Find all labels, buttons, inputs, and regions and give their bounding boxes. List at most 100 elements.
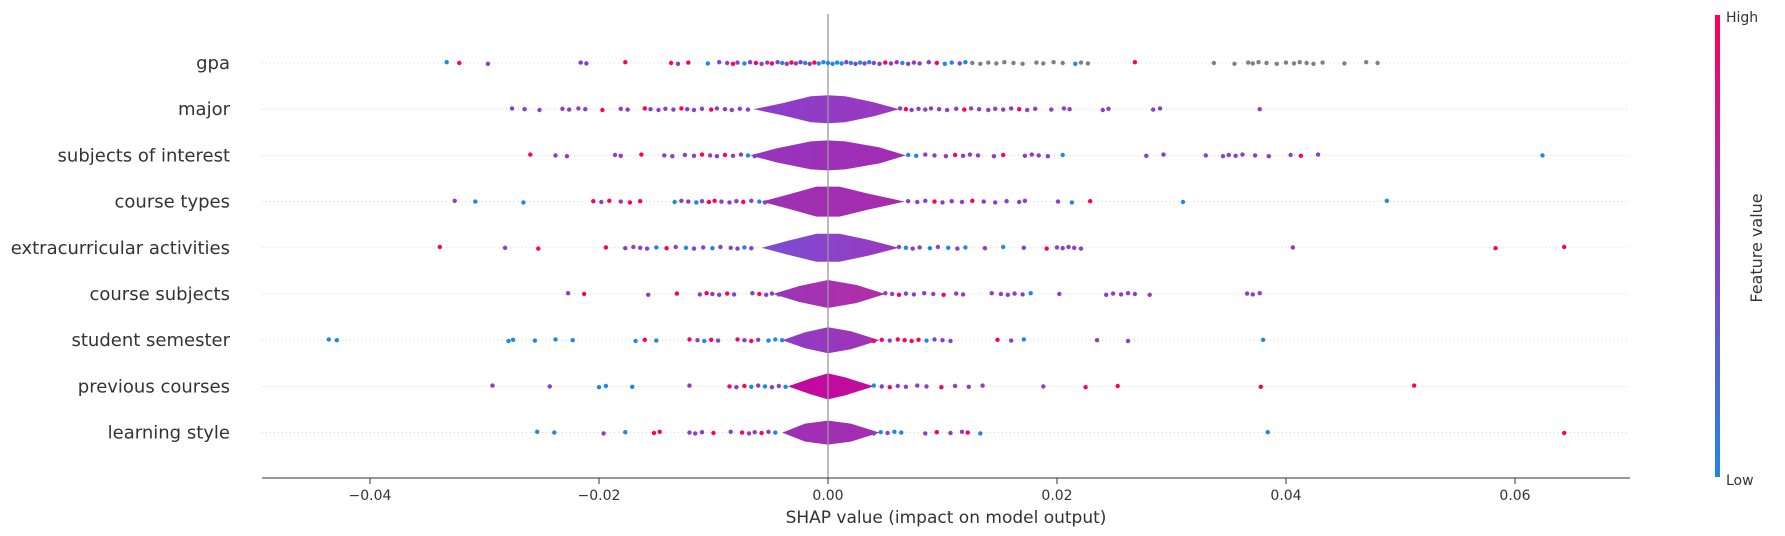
point-gpa	[1078, 60, 1084, 65]
point-subjects-of-interest	[960, 153, 966, 158]
point-gpa	[957, 61, 962, 66]
feature-label-gpa: gpa	[196, 53, 230, 74]
point-previous-courses	[879, 384, 884, 389]
point-course-subjects	[1005, 292, 1010, 297]
point-learning-style	[601, 431, 606, 436]
point-major	[576, 106, 581, 111]
point-student-semester	[642, 337, 647, 342]
point-learning-style	[923, 431, 928, 436]
point-subjects-of-interest	[1203, 153, 1209, 158]
point-gpa	[812, 60, 817, 65]
point-gpa	[584, 61, 589, 66]
point-major	[671, 107, 676, 112]
point-gpa	[1364, 60, 1369, 65]
point-course-types	[915, 199, 920, 205]
point-gpa	[1073, 61, 1078, 66]
point-course-types	[1022, 198, 1028, 203]
point-extracurricular-activities	[1493, 246, 1498, 251]
point-gpa	[578, 60, 583, 65]
point-course-subjects	[989, 291, 994, 296]
point-extracurricular-activities	[664, 246, 669, 251]
point-previous-courses	[490, 383, 495, 388]
point-subjects-of-interest	[528, 152, 533, 157]
point-subjects-of-interest	[1252, 153, 1258, 158]
point-previous-courses	[742, 383, 747, 389]
point-subjects-of-interest	[691, 153, 697, 158]
point-course-types	[993, 200, 998, 205]
point-gpa	[825, 60, 831, 66]
point-subjects-of-interest	[914, 153, 919, 158]
point-gpa	[1132, 60, 1138, 65]
point-student-semester	[1009, 338, 1014, 343]
point-course-types	[719, 199, 724, 204]
point-subjects-of-interest	[1036, 153, 1041, 158]
point-course-subjects	[731, 292, 737, 297]
point-extracurricular-activities	[437, 244, 442, 250]
violin-student-semester	[782, 327, 880, 354]
point-course-types	[959, 199, 965, 205]
point-subjects-of-interest	[1029, 152, 1035, 157]
point-gpa	[1041, 61, 1046, 66]
point-learning-style	[899, 430, 904, 435]
point-gpa	[1291, 61, 1297, 66]
point-major	[648, 107, 653, 112]
point-subjects-of-interest	[612, 152, 618, 158]
point-student-semester	[654, 338, 659, 343]
point-subjects-of-interest	[745, 153, 751, 158]
point-major	[1017, 107, 1022, 112]
point-course-subjects	[1250, 292, 1256, 297]
point-extracurricular-activities	[1562, 244, 1567, 250]
point-major	[685, 107, 690, 112]
point-gpa	[905, 61, 911, 66]
point-course-subjects	[674, 291, 680, 296]
feature-label-extracurricular-activities: extracurricular activities	[11, 238, 230, 259]
point-gpa	[735, 60, 740, 65]
point-gpa	[1283, 60, 1289, 65]
point-student-semester	[995, 337, 1000, 342]
point-course-types	[757, 199, 762, 204]
point-gpa	[888, 61, 894, 66]
point-extracurricular-activities	[1066, 244, 1071, 250]
point-extracurricular-activities	[749, 246, 754, 251]
point-gpa	[798, 60, 803, 65]
point-gpa	[900, 60, 905, 66]
point-gpa	[753, 60, 759, 66]
point-student-semester	[506, 338, 511, 344]
point-extracurricular-activities	[638, 245, 643, 250]
point-learning-style	[885, 430, 890, 436]
point-gpa	[844, 60, 849, 65]
point-extracurricular-activities	[631, 244, 636, 250]
point-gpa	[1250, 61, 1256, 66]
point-gpa	[457, 60, 462, 66]
point-student-semester	[326, 337, 331, 342]
point-learning-style	[711, 430, 716, 436]
point-previous-courses	[603, 383, 609, 389]
point-subjects-of-interest	[1315, 152, 1321, 157]
point-major	[737, 106, 742, 112]
point-extracurricular-activities	[946, 245, 951, 250]
point-course-subjects	[1110, 291, 1116, 296]
point-major	[691, 107, 697, 113]
point-major	[909, 107, 914, 113]
point-learning-style	[878, 430, 883, 435]
point-course-subjects	[646, 292, 651, 297]
feature-label-learning-style: learning style	[108, 423, 230, 444]
point-course-types	[923, 198, 928, 203]
point-course-types	[1017, 199, 1022, 205]
point-major	[968, 106, 974, 111]
point-gpa	[623, 60, 628, 65]
point-gpa	[769, 61, 775, 66]
colorbar-title: Feature value	[1747, 193, 1766, 302]
point-course-types	[452, 198, 457, 203]
point-gpa	[784, 61, 789, 66]
x-tick-label: 0.06	[1499, 488, 1530, 504]
point-gpa	[970, 60, 975, 66]
point-previous-courses	[895, 383, 900, 389]
point-gpa	[1342, 61, 1347, 66]
point-gpa	[1375, 60, 1380, 66]
point-gpa	[821, 60, 826, 65]
point-learning-style	[728, 429, 733, 434]
point-course-types	[618, 199, 623, 204]
point-extracurricular-activities	[728, 245, 733, 250]
